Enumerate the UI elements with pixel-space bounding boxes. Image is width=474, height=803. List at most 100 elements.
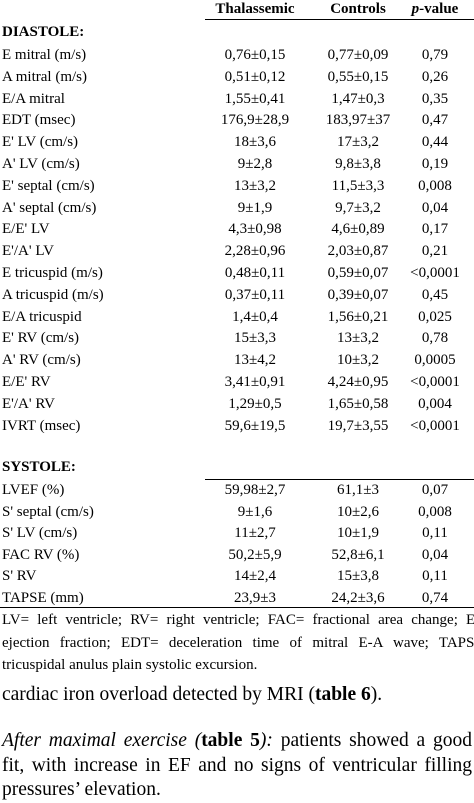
cell: 9±1,6 [237,503,273,520]
cell: 9±2,8 [237,156,273,172]
cell: 10±3,2 [337,352,379,369]
cell: 0,45 [421,286,449,303]
cell: 0,21 [421,243,449,260]
cell: 14±2,4 [234,568,276,585]
cell: 1,29±0,5 [228,395,282,412]
cell: 0,39±0,07 [327,286,389,303]
row-label: FAC RV (%) [2,546,80,563]
cell: 0,004 [418,395,452,412]
cell: 0,008 [418,177,452,194]
cell: 9±1,9 [237,199,273,216]
text: -value [419,1,459,17]
cell: 0,47 [421,112,449,129]
text: cardiac iron overload detected by MRI ( [2,684,315,705]
cell: 59,6±19,5 [224,417,286,434]
cell: 0,17 [421,221,449,238]
text: ): [259,730,273,751]
cell: 13±3,2 [337,330,379,347]
cell: 9,8±3,8 [335,156,381,172]
cell: 50,2±5,9 [228,546,282,563]
column-header: Controls [330,1,386,17]
cell: 0,04 [421,199,449,216]
cell: 9,7±3,2 [335,199,381,216]
text: After maximal exercise ( [2,730,202,751]
cell: 0,78 [421,330,449,347]
cell: 183,97±37 [325,112,391,129]
cell: 0,44 [421,134,449,151]
section-title: SYSTOLE: [2,459,76,475]
cell: 24,2±3,6 [331,590,385,606]
cell: 4,24±0,95 [327,374,389,390]
cell: 4,3±0,98 [228,221,282,238]
column-header: p-value [412,0,459,18]
cell: 0,74 [421,590,449,606]
cell: 0,55±0,15 [327,68,389,85]
cell: 2,03±0,87 [327,243,389,260]
row-label: E'/A' RV [2,395,55,412]
text: table 5 [201,730,260,751]
cell: 0,37±0,11 [224,286,286,303]
cell: 1,65±0,58 [327,395,389,412]
cell: 0,19 [421,156,449,172]
cell: 17±3,2 [337,134,379,151]
row-label: E/A tricuspid [2,308,82,325]
rule [205,19,474,20]
row-label: EDT (msec) [2,112,76,129]
cell: 0,025 [418,308,452,325]
row-label: E/E' RV [2,374,51,390]
cell: 1,4±0,4 [232,308,278,325]
cell: 0,48±0,11 [224,265,286,281]
row-label: S' LV (cm/s) [2,525,78,542]
cell: 4,6±0,89 [331,221,385,238]
cell: 15±3,8 [337,568,379,585]
cell: 0,76±0,15 [224,47,286,63]
text: p [411,1,420,17]
cell: 176,9±28,9 [220,112,290,129]
cell: 0,04 [421,546,449,563]
rule [0,607,474,608]
rule [205,479,474,480]
cell: 23,9±3 [234,590,276,606]
cell: 10±2,6 [337,503,379,520]
cell: 15±3,3 [234,330,276,347]
text: ). [370,684,383,705]
row-label: A tricuspid (m/s) [2,286,104,303]
cell: 0,26 [421,68,449,85]
row-label: E/E' LV [2,221,50,238]
cell: 13±3,2 [234,177,276,194]
cell: 2,28±0,96 [224,243,286,260]
row-label: S' RV [2,568,37,585]
cell: 0,008 [418,503,452,520]
row-label: A' RV (cm/s) [2,352,81,369]
row-label: A mitral (m/s) [2,68,87,85]
cell: 0,07 [421,482,449,498]
cell: 61,1±3 [337,482,379,498]
row-label: S' septal (cm/s) [2,503,94,520]
text: patients showed a good fit, with increas… [2,730,472,800]
text: table 6 [314,684,371,705]
row-label: E/A mitral [2,90,65,107]
cell: 13±4,2 [234,352,276,369]
row-label: TAPSE (mm) [2,590,84,606]
cell: 0,77±0,09 [327,47,389,63]
row-label: IVRT (msec) [2,417,81,434]
row-label: E tricuspid (m/s) [2,265,103,281]
cell: <0,0001 [410,265,460,281]
cell: 10±1,9 [337,525,379,542]
cell: 0,51±0,12 [224,68,286,85]
row-label: LVEF (%) [2,482,65,498]
paragraph: cardiac iron overload detected by MRI (t… [2,683,472,707]
cell: 1,47±0,3 [331,90,385,107]
row-label: E' septal (cm/s) [2,177,95,194]
cell: 11,5±3,3 [331,177,385,194]
cell: 3,41±0,91 [224,374,286,390]
cell: 11±2,7 [234,525,276,542]
cell: <0,0001 [410,417,460,434]
cell: 19,7±3,55 [327,417,389,434]
cell: 52,8±6,1 [331,546,385,563]
cell: 0,59±0,07 [327,265,389,281]
cell: 1,55±0,41 [224,90,286,107]
row-label: E mitral (m/s) [2,47,87,63]
row-label: E' LV (cm/s) [2,134,79,151]
